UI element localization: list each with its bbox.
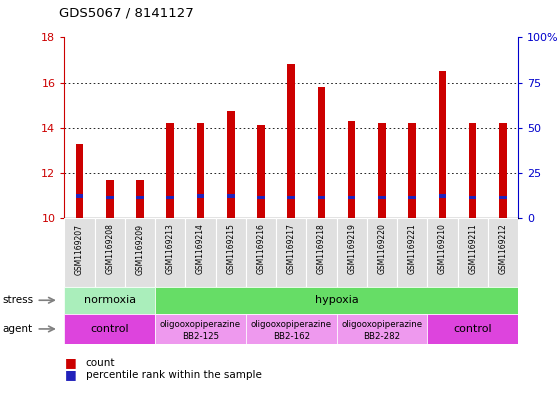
Text: GSM1169215: GSM1169215: [226, 224, 235, 274]
Bar: [378, 195, 386, 199]
Text: BB2-282: BB2-282: [363, 332, 400, 341]
Text: control: control: [454, 324, 492, 334]
Bar: [185, 218, 216, 287]
Bar: [64, 314, 155, 344]
Text: percentile rank within the sample: percentile rank within the sample: [86, 369, 262, 380]
Bar: [438, 195, 446, 198]
Bar: [306, 218, 337, 287]
Text: GSM1169216: GSM1169216: [256, 224, 265, 274]
Text: stress: stress: [3, 295, 34, 305]
Text: BB2-162: BB2-162: [273, 332, 310, 341]
Bar: [469, 123, 477, 218]
Bar: [106, 195, 114, 199]
Text: GSM1169207: GSM1169207: [75, 224, 84, 275]
Text: ■: ■: [64, 356, 76, 369]
Text: ■: ■: [64, 368, 76, 381]
Bar: [246, 218, 276, 287]
Text: count: count: [86, 358, 115, 368]
Bar: [136, 180, 144, 218]
Bar: [155, 314, 246, 344]
Bar: [257, 195, 265, 199]
Text: hypoxia: hypoxia: [315, 295, 358, 305]
Bar: [155, 287, 518, 314]
Text: oligooxopiperazine: oligooxopiperazine: [251, 320, 332, 329]
Bar: [318, 195, 325, 199]
Bar: [125, 218, 155, 287]
Bar: [408, 123, 416, 218]
Text: control: control: [91, 324, 129, 334]
Bar: [227, 195, 235, 198]
Text: GSM1169218: GSM1169218: [317, 224, 326, 274]
Text: oligooxopiperazine: oligooxopiperazine: [160, 320, 241, 329]
Bar: [64, 218, 95, 287]
Text: GSM1169212: GSM1169212: [498, 224, 507, 274]
Bar: [166, 123, 174, 218]
Text: GSM1169208: GSM1169208: [105, 224, 114, 274]
Bar: [337, 314, 427, 344]
Bar: [197, 195, 204, 198]
Text: GSM1169211: GSM1169211: [468, 224, 477, 274]
Bar: [408, 195, 416, 199]
Bar: [227, 111, 235, 218]
Bar: [348, 195, 356, 199]
Bar: [106, 180, 114, 218]
Bar: [287, 195, 295, 199]
Text: GSM1169214: GSM1169214: [196, 224, 205, 274]
Text: GDS5067 / 8141127: GDS5067 / 8141127: [59, 7, 194, 20]
Text: agent: agent: [3, 324, 33, 334]
Bar: [136, 195, 144, 199]
Bar: [397, 218, 427, 287]
Bar: [427, 218, 458, 287]
Bar: [76, 143, 83, 218]
Bar: [287, 64, 295, 218]
Bar: [337, 218, 367, 287]
Bar: [76, 195, 83, 198]
Bar: [458, 218, 488, 287]
Bar: [427, 314, 518, 344]
Bar: [155, 218, 185, 287]
Bar: [499, 123, 507, 218]
Text: GSM1169221: GSM1169221: [408, 224, 417, 274]
Bar: [469, 195, 477, 199]
Bar: [246, 314, 337, 344]
Bar: [367, 218, 397, 287]
Bar: [216, 218, 246, 287]
Bar: [318, 87, 325, 218]
Text: GSM1169219: GSM1169219: [347, 224, 356, 274]
Text: GSM1169209: GSM1169209: [136, 224, 144, 275]
Bar: [64, 287, 155, 314]
Text: GSM1169217: GSM1169217: [287, 224, 296, 274]
Text: GSM1169220: GSM1169220: [377, 224, 386, 274]
Bar: [499, 195, 507, 199]
Bar: [166, 195, 174, 199]
Text: oligooxopiperazine: oligooxopiperazine: [342, 320, 422, 329]
Text: BB2-125: BB2-125: [182, 332, 219, 341]
Bar: [438, 71, 446, 218]
Text: GSM1169210: GSM1169210: [438, 224, 447, 274]
Bar: [95, 218, 125, 287]
Text: GSM1169213: GSM1169213: [166, 224, 175, 274]
Bar: [257, 125, 265, 218]
Bar: [488, 218, 518, 287]
Bar: [276, 218, 306, 287]
Bar: [378, 123, 386, 218]
Text: normoxia: normoxia: [83, 295, 136, 305]
Bar: [197, 123, 204, 218]
Bar: [348, 121, 356, 218]
